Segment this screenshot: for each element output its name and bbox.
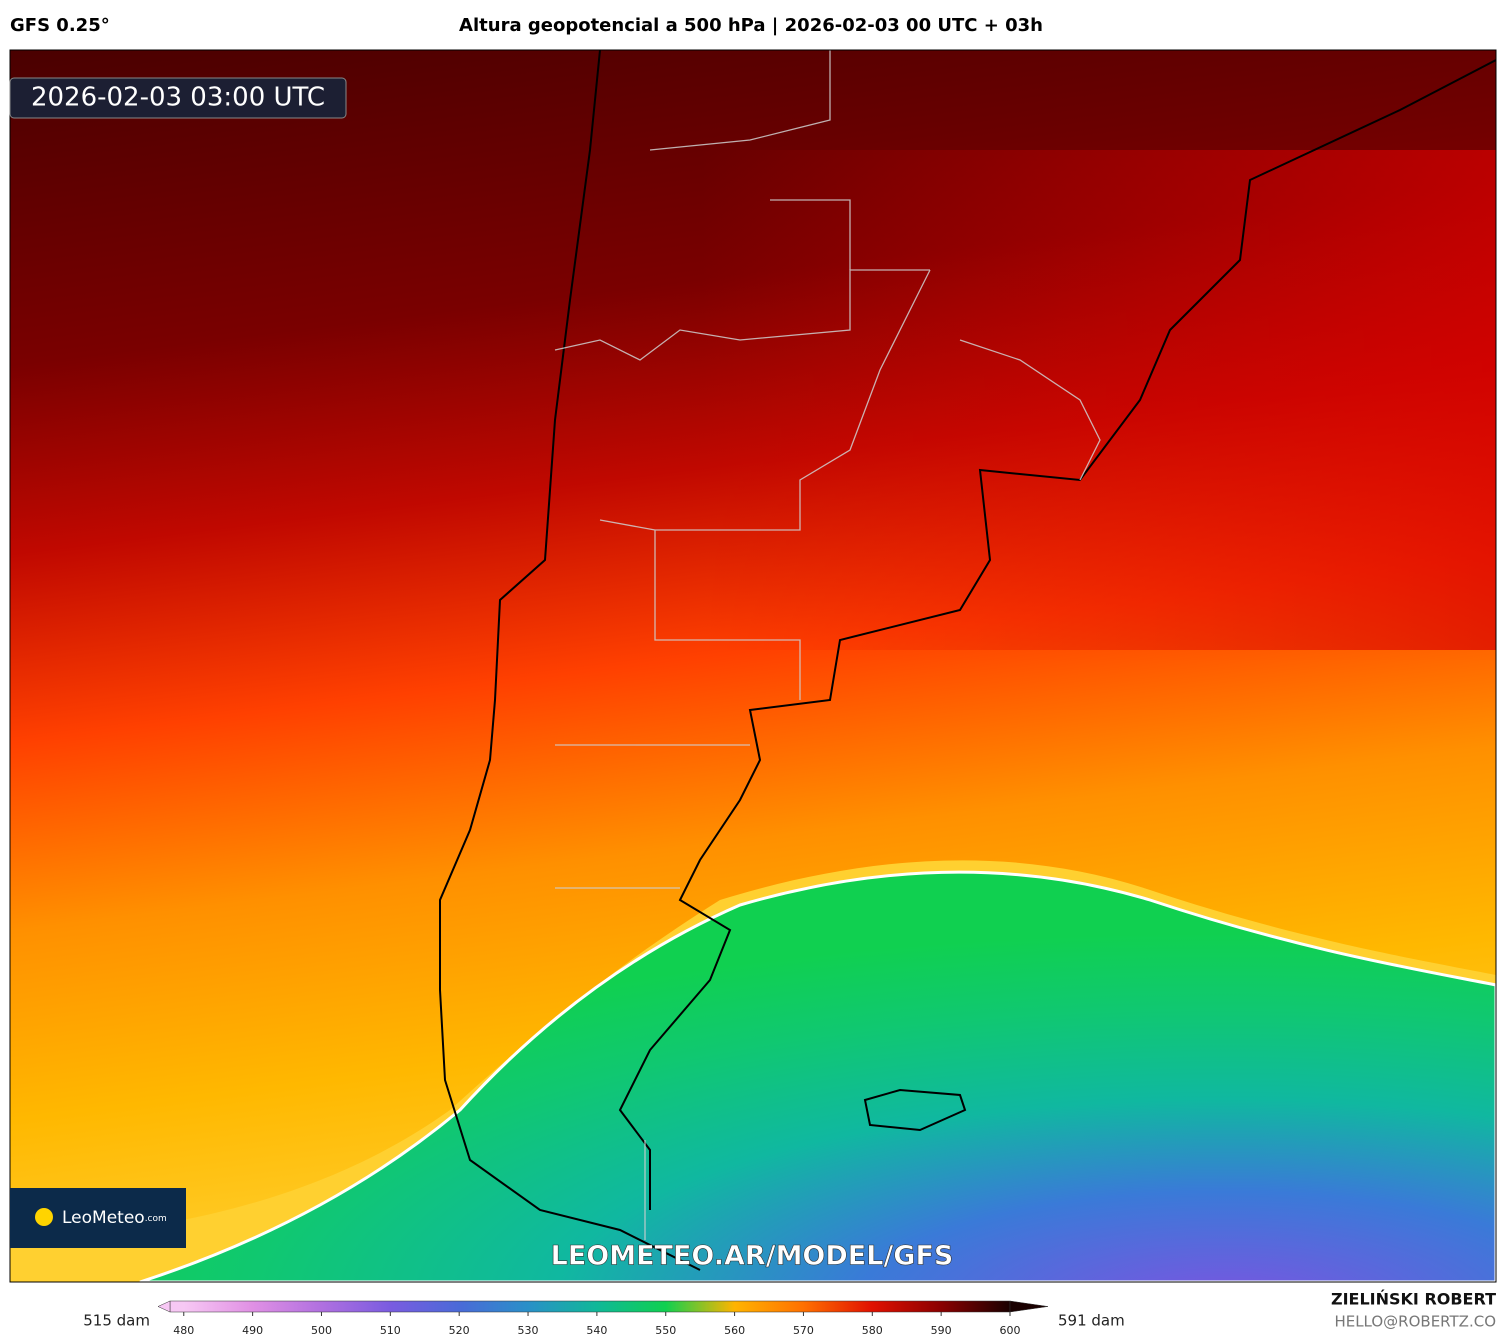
colorbar-min-extend xyxy=(157,1300,171,1313)
colorbar-tick-label: 500 xyxy=(311,1324,332,1337)
model-label: GFS 0.25° xyxy=(10,15,110,36)
colorbar-max-extend xyxy=(1009,1300,1049,1313)
colorbar-tick-label: 490 xyxy=(242,1324,263,1337)
map-frame xyxy=(9,49,1497,1283)
colorbar-tick-label: 480 xyxy=(173,1324,194,1337)
colorbar-tick-label: 520 xyxy=(449,1324,470,1337)
colorbar: 480 490 500 510 520 530 540 550 560 570 580 590 600 xyxy=(157,1300,1049,1337)
logo-suffix: .com xyxy=(145,1214,167,1224)
colorbar-min-label: 515 dam xyxy=(83,1312,150,1330)
credit-author: ZIELIŃSKI ROBERT xyxy=(1331,1290,1496,1309)
colorbar-bar xyxy=(169,1300,1011,1313)
timestamp-box xyxy=(9,77,347,119)
colorbar-tick-label: 590 xyxy=(931,1324,952,1337)
map-title: Altura geopotencial a 500 hPa | 2026-02-… xyxy=(459,15,1043,36)
colorbar-tick-label: 540 xyxy=(586,1324,607,1337)
colorbar-tick-label: 510 xyxy=(380,1324,401,1337)
logo: LeoMeteo.com xyxy=(62,1208,167,1228)
colorbar-tick-label: 560 xyxy=(724,1324,745,1337)
watermark: LEOMETEO.AR/MODEL/GFS xyxy=(551,1241,954,1272)
logo-sun xyxy=(35,1208,53,1226)
colorbar-tick-label: 550 xyxy=(655,1324,676,1337)
colorbar-tick-label: 530 xyxy=(518,1324,539,1337)
colorbar-tick-label: 580 xyxy=(862,1324,883,1337)
colorbar-tick-label: 570 xyxy=(793,1324,814,1337)
timestamp: 2026-02-03 03:00 UTC xyxy=(31,83,325,113)
colorbar-tick-label: 600 xyxy=(1000,1324,1021,1337)
map xyxy=(10,50,1496,1282)
colorbar-max-label: 591 dam xyxy=(1058,1312,1125,1330)
credit-email: HELLO@ROBERTZ.CO xyxy=(1334,1313,1496,1331)
logo-name: LeoMeteo xyxy=(62,1208,145,1228)
